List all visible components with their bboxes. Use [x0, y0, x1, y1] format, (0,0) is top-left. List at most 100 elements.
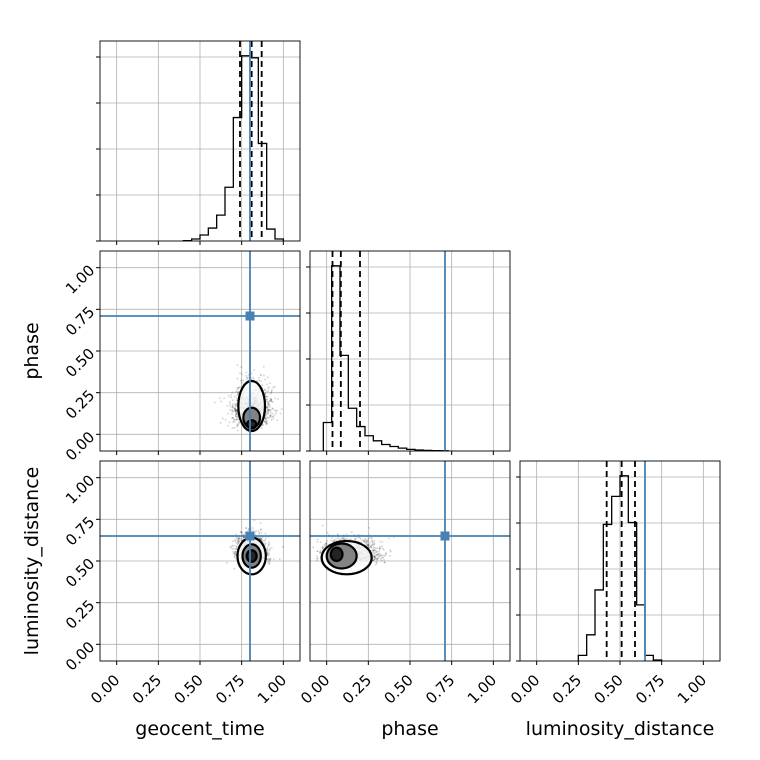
scatter-point: [266, 412, 268, 415]
scatter-point: [372, 549, 375, 552]
scatter-point: [367, 544, 370, 547]
x-tick-label: 1.00: [674, 671, 710, 707]
scatter-point: [240, 366, 243, 368]
y-tick-label: 1.00: [62, 471, 98, 507]
scatter-point: [271, 412, 274, 415]
scatter-point: [367, 544, 370, 547]
scatter-point: [269, 400, 272, 402]
scatter-point: [373, 555, 376, 558]
scatter-point: [326, 540, 329, 542]
scatter-point: [232, 410, 234, 413]
scatter-point: [373, 558, 376, 561]
truth-marker: [440, 531, 450, 541]
scatter-point: [267, 410, 270, 412]
scatter-point: [267, 541, 270, 544]
scatter-point: [266, 383, 268, 386]
scatter-point: [241, 533, 244, 536]
x-tick-label: 0.25: [129, 671, 165, 707]
scatter-point: [278, 558, 281, 561]
scatter-point: [273, 409, 276, 412]
scatter-point: [316, 550, 319, 553]
scatter-point: [379, 554, 382, 557]
scatter-point: [233, 418, 235, 421]
scatter-point: [380, 545, 383, 548]
scatter-point: [367, 544, 369, 547]
scatter-point: [266, 407, 269, 410]
scatter-point: [268, 408, 271, 411]
scatter-point: [230, 396, 233, 399]
scatter-point: [268, 416, 270, 419]
y-tick-label: 0.75: [62, 513, 98, 549]
scatter-point: [264, 532, 267, 535]
scatter-point: [264, 389, 267, 392]
x-axis-label: geocent_time: [135, 718, 264, 740]
scatter-point: [234, 408, 237, 411]
scatter-point: [232, 407, 235, 409]
scatter-point: [229, 408, 231, 411]
scatter-point: [264, 420, 267, 423]
x-tick-label: 0.75: [212, 671, 248, 707]
scatter-point: [240, 382, 243, 384]
scatter-point: [234, 409, 237, 412]
scatter-point: [231, 416, 234, 419]
y-tick-label: 0.50: [62, 555, 98, 591]
scatter-point: [250, 372, 253, 375]
scatter-point: [231, 544, 234, 547]
scatter-point: [335, 538, 337, 540]
scatter-point: [371, 543, 374, 546]
scatter-point: [235, 402, 238, 405]
scatter-point: [238, 540, 241, 543]
scatter-point: [373, 543, 376, 546]
scatter-point: [233, 418, 236, 421]
y-tick-label: 0.25: [62, 386, 98, 422]
scatter-point: [369, 541, 371, 544]
scatter-point: [268, 549, 271, 552]
scatter-point: [230, 393, 233, 396]
x-tick-label: 0.00: [297, 671, 333, 707]
scatter-point: [267, 558, 270, 561]
scatter-point: [270, 546, 273, 549]
scatter-point: [375, 561, 378, 564]
scatter-point: [251, 376, 254, 379]
scatter-point: [316, 538, 319, 541]
scatter-point: [266, 550, 269, 553]
scatter-point: [235, 409, 238, 412]
scatter-point: [274, 397, 276, 400]
scatter-point: [360, 541, 363, 544]
scatter-point: [315, 555, 318, 558]
y-tick-label: 0.00: [62, 428, 98, 464]
scatter-point: [229, 546, 231, 549]
scatter-point: [319, 552, 321, 555]
scatter-point: [265, 423, 268, 425]
scatter-point: [260, 537, 263, 540]
scatter-point: [319, 541, 322, 544]
scatter-point: [379, 554, 382, 557]
scatter-point: [261, 539, 264, 542]
scatter-point: [245, 527, 248, 529]
scatter-point: [266, 547, 269, 550]
scatter-point: [242, 379, 245, 382]
scatter-point: [345, 533, 348, 536]
scatter-point: [239, 372, 241, 375]
scatter-point: [233, 555, 236, 558]
scatter-point: [266, 398, 268, 401]
scatter-point: [270, 400, 273, 403]
scatter-point: [234, 408, 237, 411]
scatter-point: [245, 376, 248, 379]
scatter-point: [377, 556, 380, 559]
x-tick-label: 0.00: [507, 671, 543, 707]
x-tick-label: 0.25: [549, 671, 585, 707]
scatter-point: [312, 546, 315, 549]
scatter-point: [376, 553, 379, 556]
y-tick-label: 1.00: [62, 261, 98, 297]
scatter-point: [368, 536, 371, 539]
scatter-point: [237, 537, 240, 540]
scatter-point: [270, 390, 273, 393]
y-axis-label: phase: [21, 322, 43, 379]
scatter-point: [367, 543, 370, 546]
scatter-point: [266, 406, 269, 409]
scatter-point: [366, 544, 369, 547]
scatter-point: [237, 539, 240, 542]
scatter-point: [267, 409, 270, 412]
scatter-point: [231, 427, 234, 430]
